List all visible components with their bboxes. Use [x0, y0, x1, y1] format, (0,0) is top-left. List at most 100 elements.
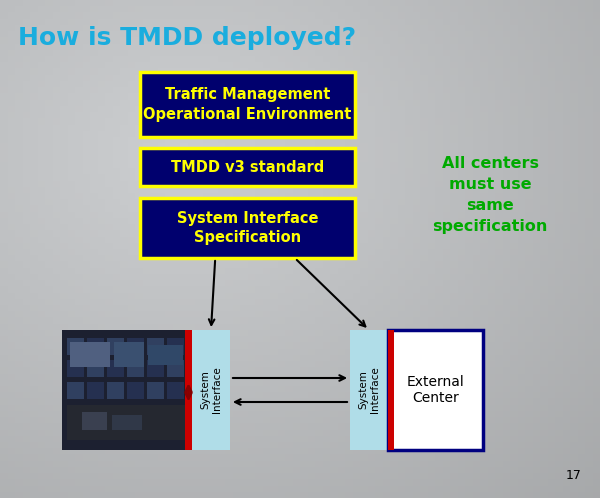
Bar — [555, 249, 563, 256]
Bar — [465, 429, 473, 437]
Bar — [53, 25, 61, 32]
Bar — [45, 6, 53, 13]
Bar — [23, 119, 31, 125]
Bar — [97, 174, 106, 182]
Bar — [517, 50, 526, 57]
Bar — [577, 168, 586, 175]
Bar — [593, 442, 600, 449]
Bar — [563, 12, 571, 20]
Bar — [548, 286, 556, 294]
Bar — [435, 62, 443, 70]
Bar — [593, 25, 600, 32]
Bar — [555, 19, 563, 26]
Bar — [277, 299, 286, 306]
Bar — [30, 31, 38, 38]
Bar — [593, 311, 600, 319]
Bar — [210, 324, 218, 331]
Bar — [248, 429, 256, 437]
Bar — [285, 218, 293, 225]
Bar — [120, 143, 128, 150]
Bar — [300, 280, 308, 287]
Bar — [337, 361, 346, 369]
Bar — [165, 106, 173, 113]
Bar — [517, 486, 526, 493]
Bar — [375, 50, 383, 57]
Bar — [150, 0, 158, 7]
Bar — [473, 193, 481, 200]
Bar — [330, 417, 338, 424]
Bar — [180, 124, 188, 132]
Bar — [525, 199, 533, 207]
Bar — [323, 44, 331, 51]
Bar — [277, 448, 286, 456]
Bar — [480, 156, 488, 163]
Bar — [427, 492, 436, 498]
Bar — [360, 280, 368, 287]
Bar — [548, 199, 556, 207]
Bar — [450, 261, 458, 269]
Bar — [150, 374, 158, 381]
Bar — [420, 324, 428, 331]
Bar — [517, 280, 526, 287]
Bar — [503, 131, 511, 138]
Bar — [345, 94, 353, 101]
Bar — [383, 12, 391, 20]
Bar — [533, 336, 541, 344]
Bar — [128, 212, 136, 219]
Bar — [83, 492, 91, 498]
Bar — [383, 131, 391, 138]
Bar — [210, 330, 218, 337]
Bar — [218, 56, 226, 63]
Bar — [37, 442, 46, 449]
Bar — [45, 436, 53, 443]
Bar — [405, 368, 413, 374]
Bar — [487, 280, 496, 287]
Bar — [285, 94, 293, 101]
Bar — [165, 174, 173, 182]
Bar — [37, 224, 46, 232]
Bar — [285, 12, 293, 20]
Bar — [97, 31, 106, 38]
Bar — [225, 56, 233, 63]
Bar — [285, 455, 293, 462]
Bar — [67, 119, 76, 125]
Bar — [187, 124, 196, 132]
Bar — [540, 268, 548, 275]
Bar — [353, 137, 361, 144]
Bar — [495, 137, 503, 144]
Bar — [105, 50, 113, 57]
Bar — [165, 392, 173, 399]
Bar — [7, 436, 16, 443]
Bar — [263, 318, 271, 325]
Bar — [128, 131, 136, 138]
Bar — [113, 299, 121, 306]
Bar — [473, 131, 481, 138]
Bar — [7, 261, 16, 269]
Bar — [345, 311, 353, 319]
Bar — [277, 156, 286, 163]
Bar — [225, 305, 233, 312]
Bar — [337, 280, 346, 287]
Bar — [443, 56, 451, 63]
Bar — [487, 44, 496, 51]
Bar — [157, 81, 166, 88]
Bar — [187, 423, 196, 431]
Bar — [533, 349, 541, 356]
Bar — [23, 392, 31, 399]
Bar — [375, 149, 383, 157]
Bar — [495, 181, 503, 188]
Bar — [165, 274, 173, 281]
Bar — [83, 311, 91, 319]
Bar — [367, 174, 376, 182]
Bar — [593, 212, 600, 219]
Bar — [173, 255, 181, 262]
Bar — [323, 12, 331, 20]
Bar — [150, 50, 158, 57]
Bar — [517, 62, 526, 70]
Bar — [308, 19, 316, 26]
Bar — [563, 374, 571, 381]
Bar — [405, 461, 413, 468]
Bar — [23, 318, 31, 325]
Bar — [7, 0, 16, 7]
Bar — [458, 181, 466, 188]
